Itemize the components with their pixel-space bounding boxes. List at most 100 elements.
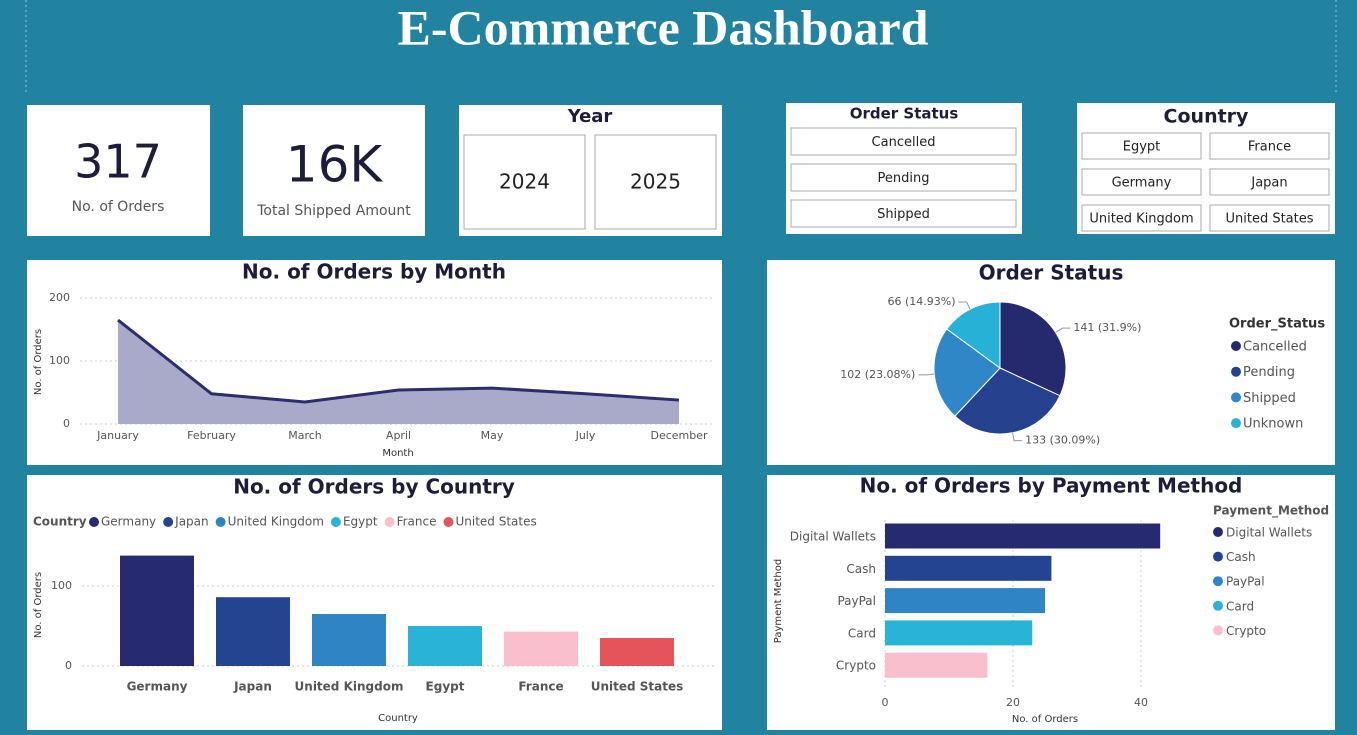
legend-title: Order_Status: [1229, 317, 1325, 332]
kpi-label: Total Shipped Amount: [256, 203, 411, 219]
dashboard-title: E-Commerce Dashboard: [398, 0, 929, 55]
x-tick-label: December: [650, 429, 708, 442]
slicer-title: Country: [1164, 106, 1250, 128]
x-tick-label: May: [481, 429, 504, 442]
leader-line: [1055, 327, 1071, 333]
y-tick-label: Cash: [846, 562, 876, 576]
y-tick-label: Digital Wallets: [790, 530, 876, 544]
y-tick-label: 100: [51, 579, 72, 592]
legend-label: Cash: [1226, 550, 1256, 564]
slicer-item[interactable]: Pending: [878, 171, 930, 186]
legend-label: Card: [1226, 599, 1254, 613]
slicer-item[interactable]: Egypt: [1123, 140, 1161, 155]
leader-line: [1012, 432, 1023, 442]
legend-marker: [1213, 600, 1223, 611]
pie-slice: [946, 301, 1001, 369]
leader-line: [958, 301, 971, 310]
x-tick-label: 20: [1006, 696, 1020, 709]
bar: [312, 614, 386, 666]
slicer-button[interactable]: [790, 199, 1017, 228]
slicer-button[interactable]: [1209, 168, 1330, 196]
y-tick-label: Card: [848, 626, 876, 640]
line: [117, 318, 680, 404]
x-tick-label: July: [575, 429, 596, 442]
slicer-item[interactable]: United Kingdom: [1089, 212, 1193, 227]
slicer-button[interactable]: [1209, 204, 1330, 232]
y-axis-label: No. of Orders: [33, 329, 44, 395]
legend-marker: [163, 517, 174, 527]
y-tick-label: 0: [65, 659, 72, 672]
bar: [600, 638, 674, 666]
slicer-item[interactable]: 2024: [499, 170, 550, 194]
slicer-button[interactable]: [1081, 168, 1202, 196]
data-label: 66 (14.93%): [888, 295, 956, 308]
x-tick-label: April: [386, 429, 411, 442]
pie-slice: [954, 367, 1061, 435]
legend-label: United Kingdom: [228, 515, 324, 529]
slicer-item[interactable]: Shipped: [877, 207, 930, 222]
data-label: 141 (31.9%): [1073, 321, 1141, 334]
slicer-item[interactable]: United States: [1225, 212, 1313, 227]
x-axis-label: Month: [382, 448, 413, 459]
slicer-item[interactable]: 2025: [630, 170, 681, 194]
y-tick-label: 100: [49, 354, 70, 367]
kpi-label: No. of Orders: [72, 199, 165, 215]
legend-marker: [1231, 418, 1241, 429]
kpi-value: 317: [74, 135, 162, 189]
bar: [408, 626, 482, 666]
legend-label: Japan: [174, 515, 208, 529]
legend-label: PayPal: [1226, 575, 1265, 589]
slicer-item[interactable]: Japan: [1250, 176, 1287, 191]
kpi-value: 16K: [286, 136, 384, 194]
chart-title: No. of Orders by Country: [233, 475, 515, 499]
legend-marker: [1231, 341, 1241, 351]
legend-marker: [443, 517, 454, 527]
legend-marker: [330, 517, 341, 527]
slicer-item[interactable]: Germany: [1112, 176, 1172, 191]
x-tick-label: March: [288, 429, 322, 442]
x-tick-label: Germany: [127, 680, 188, 694]
legend-label: Crypto: [1226, 624, 1266, 638]
x-tick-label: 0: [882, 696, 889, 709]
x-tick-label: United States: [591, 680, 684, 694]
kpi-card: [27, 105, 210, 236]
legend-marker: [1231, 366, 1241, 377]
data-label: 133 (30.09%): [1025, 434, 1100, 447]
leader-line: [918, 373, 935, 376]
legend-marker: [1231, 392, 1241, 403]
slicer-button[interactable]: [594, 134, 717, 230]
legend-label: United States: [455, 515, 536, 529]
y-axis-label: No. of Orders: [33, 572, 44, 638]
x-tick-label: United Kingdom: [295, 680, 404, 694]
x-tick-label: 40: [1134, 696, 1148, 709]
x-tick-label: Egypt: [426, 680, 465, 694]
bar: [885, 588, 1045, 614]
legend-title: Country: [33, 515, 87, 529]
bar: [885, 652, 988, 678]
bar: [885, 620, 1033, 646]
slicer-button[interactable]: [1209, 132, 1330, 160]
y-tick-label: 0: [63, 417, 70, 430]
x-axis-label: No. of Orders: [1012, 714, 1078, 725]
legend-label: France: [397, 515, 437, 529]
legend-marker: [215, 517, 226, 527]
legend-marker: [1213, 625, 1223, 636]
x-tick-label: Japan: [233, 680, 272, 694]
legend-title: Payment_Method: [1213, 504, 1329, 519]
slicer-title: Order Status: [850, 105, 959, 123]
legend-label: Pending: [1243, 365, 1295, 380]
slicer-item[interactable]: France: [1248, 140, 1291, 155]
y-axis-label: Payment Method: [773, 559, 784, 643]
legend-label: Shipped: [1243, 391, 1296, 406]
slicer-button[interactable]: [463, 134, 586, 230]
slicer-item[interactable]: Cancelled: [872, 135, 936, 150]
data-label: 102 (23.08%): [840, 368, 915, 381]
slicer-title: Year: [567, 106, 613, 127]
x-tick-label: January: [96, 429, 139, 442]
slicer-button[interactable]: [1081, 204, 1202, 232]
y-tick-label: PayPal: [837, 594, 876, 608]
slicer-button[interactable]: [790, 163, 1017, 192]
slicer-button[interactable]: [790, 127, 1017, 156]
slicer-button[interactable]: [1081, 132, 1202, 160]
